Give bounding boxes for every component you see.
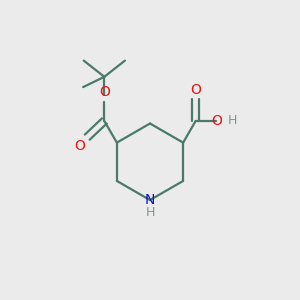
Text: O: O	[211, 114, 222, 128]
Text: O: O	[190, 82, 201, 97]
Text: O: O	[99, 85, 110, 100]
Text: O: O	[74, 139, 85, 153]
Text: H: H	[145, 206, 155, 219]
Text: N: N	[145, 193, 155, 207]
Text: H: H	[228, 115, 238, 128]
